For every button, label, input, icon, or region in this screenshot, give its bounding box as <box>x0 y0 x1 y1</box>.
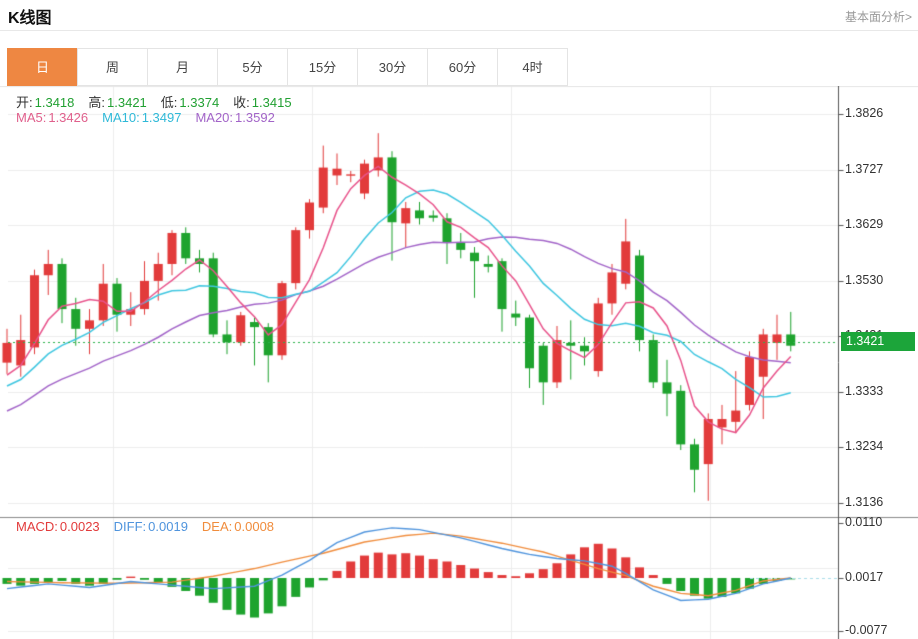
dea-value: 0.0008 <box>234 519 275 534</box>
axis-tick-label: 0.0017 <box>845 570 884 584</box>
macd-info: MACD: 0.0023 DIFF: 0.0019 DEA: 0.0008 <box>16 519 276 534</box>
tab-30分[interactable]: 30分 <box>357 48 428 86</box>
open-value: 1.3418 <box>34 95 75 110</box>
current-price-badge: 1.3421 <box>841 332 915 351</box>
axis-tick-label: 1.3234 <box>845 439 884 454</box>
ma10-value: 1.3497 <box>141 110 182 125</box>
ma20-value: 1.3592 <box>235 110 275 125</box>
axis-tick-label: 1.3530 <box>845 272 884 287</box>
high-label: 高: <box>88 95 106 110</box>
ma-info: MA5: 1.3426 MA10: 1.3497 MA20: 1.3592 <box>16 110 277 125</box>
low-label: 低: <box>160 95 178 110</box>
tab-15分[interactable]: 15分 <box>287 48 358 86</box>
low-value: 1.3374 <box>179 95 220 110</box>
axis-tick-label: 1.3629 <box>845 217 884 232</box>
page-title: K线图 <box>8 10 52 27</box>
axis-tick-label: 1.3826 <box>845 106 884 120</box>
period-tabs: 日周月 5分 15分 30分 60分 4时 <box>7 48 568 86</box>
tab-4时[interactable]: 4时 <box>497 48 568 86</box>
ma20-label: MA20: <box>195 110 234 125</box>
ma10-label: MA10: <box>102 110 140 125</box>
ma5-value: 1.3426 <box>48 110 89 125</box>
diff-value: 0.0019 <box>148 519 188 534</box>
dea-label: DEA: <box>201 519 233 534</box>
macd-label: MACD: <box>16 519 58 534</box>
ma5-label: MA5: <box>16 110 47 125</box>
axis-tick-label: 1.3727 <box>845 161 884 176</box>
tab-月[interactable]: 月 <box>147 48 218 86</box>
diff-label: DIFF: <box>113 519 147 534</box>
axis-tick-label: -0.0077 <box>845 623 888 637</box>
high-value: 1.3421 <box>107 95 147 110</box>
tab-60分[interactable]: 60分 <box>427 48 498 86</box>
tab-周[interactable]: 周 <box>77 48 148 86</box>
close-value: 1.3415 <box>251 95 292 110</box>
kline-canvas[interactable] <box>0 86 918 639</box>
open-label: 开: <box>16 95 33 110</box>
axis-tick-label: 1.3136 <box>845 494 884 509</box>
fundamental-analysis-link[interactable]: 基本面分析> <box>844 10 912 24</box>
tab-5分[interactable]: 5分 <box>217 48 288 86</box>
ohlc-info: 开: 1.3418 高: 1.3421 低: 1.3374 收: 1.3415 <box>16 92 294 111</box>
macd-value: 0.0023 <box>59 519 100 534</box>
axis-tick-label: 0.0110 <box>845 515 883 529</box>
close-label: 收: <box>233 95 250 110</box>
tab-日[interactable]: 日 <box>7 48 78 86</box>
header-divider <box>0 30 918 31</box>
axis-tick-label: 1.3333 <box>845 383 884 398</box>
